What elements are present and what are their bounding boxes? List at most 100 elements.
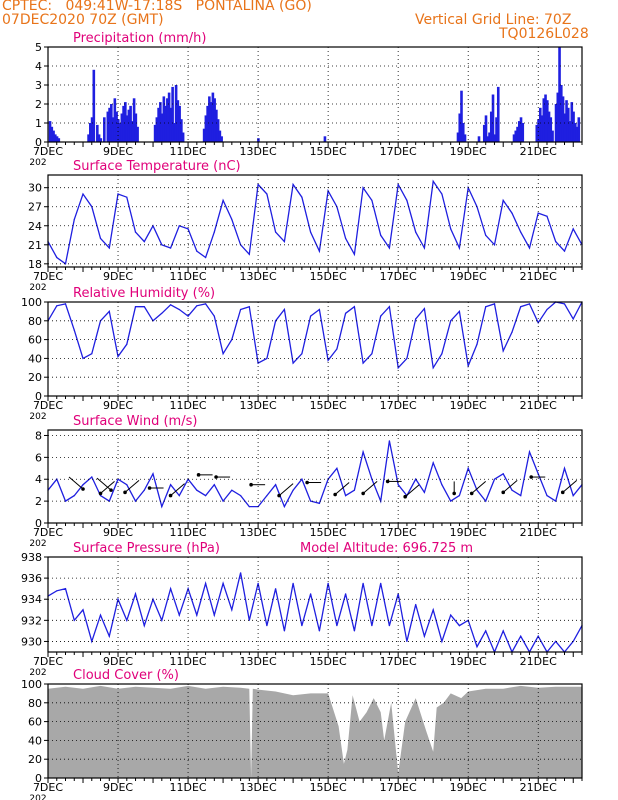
precip-bar xyxy=(540,115,544,142)
wind-point xyxy=(248,506,250,508)
pres-day-label: 21DEC xyxy=(520,655,557,668)
temp-point xyxy=(222,199,224,201)
temp-point xyxy=(415,231,417,233)
cloud-day-label: 15DEC xyxy=(310,781,347,794)
precip-bar xyxy=(215,109,218,142)
precip-year-stub: 202 xyxy=(29,158,46,168)
rh-point xyxy=(441,353,443,355)
precip-bar xyxy=(512,134,516,142)
pres-ytick-label: 930 xyxy=(21,635,42,648)
temp-title: Surface Temperature (nC) xyxy=(73,159,241,174)
temp-point xyxy=(537,212,539,214)
rh-day-label: 11DEC xyxy=(170,399,207,412)
rh-point xyxy=(327,359,329,361)
temp-point xyxy=(117,193,119,195)
cloud-day-label: 11DEC xyxy=(170,781,207,794)
precip-bar xyxy=(521,123,525,142)
wind-point xyxy=(432,462,434,464)
rh-point xyxy=(108,310,110,312)
precip-bar xyxy=(461,123,465,142)
pres-point xyxy=(56,590,58,592)
temp-point xyxy=(292,183,294,186)
rh-point xyxy=(450,320,452,322)
wind-point xyxy=(143,489,145,491)
rh-day-label: 9DEC xyxy=(103,399,133,412)
wind-arrow xyxy=(100,481,115,494)
precip-day-label: 9DEC xyxy=(103,145,133,158)
wind-day-label: 17DEC xyxy=(380,526,417,539)
precip-bar xyxy=(50,126,54,142)
wind-point xyxy=(64,500,67,502)
temp-ytick-label: 30 xyxy=(28,182,42,195)
precip-bar xyxy=(129,105,132,142)
precip-bar xyxy=(456,132,460,142)
wind-point xyxy=(91,476,93,478)
rh-point xyxy=(266,357,268,359)
rh-point xyxy=(406,357,408,359)
rh-point xyxy=(371,353,373,355)
pres-ytick-label: 938 xyxy=(21,551,42,564)
precip-bar xyxy=(482,124,486,142)
precip-bar xyxy=(218,130,222,142)
wind-point xyxy=(99,495,102,497)
precip-bar xyxy=(568,121,572,142)
wind-point xyxy=(502,473,504,475)
precip-bar xyxy=(111,117,115,142)
temp-point xyxy=(310,231,312,233)
wind-point xyxy=(222,500,224,502)
wind-day-label: 11DEC xyxy=(170,526,207,539)
rh-day-label: 7DEC xyxy=(33,399,63,412)
wind-arrow-head xyxy=(361,491,365,496)
cloud-ytick-label: 0 xyxy=(35,772,42,785)
temp-point xyxy=(397,183,399,186)
precip-bar xyxy=(463,134,467,142)
cloud-day-label: 7DEC xyxy=(33,781,63,794)
cloud-ytick-label: 40 xyxy=(28,734,42,747)
rh-title: Relative Humidity (%) xyxy=(73,286,215,301)
rh-point xyxy=(563,303,566,305)
cloud-frame xyxy=(47,683,583,779)
rh-point xyxy=(362,362,364,364)
precip-ytick-label: 5 xyxy=(35,41,42,54)
temp-day-label: 17DEC xyxy=(380,270,417,283)
rh-point xyxy=(178,308,180,311)
precip-bar xyxy=(495,117,498,142)
precip-bar xyxy=(103,117,106,142)
pres-ytick-label: 932 xyxy=(21,614,42,627)
pres-point xyxy=(502,630,504,632)
wind-day-label: 21DEC xyxy=(520,526,557,539)
precip-bar xyxy=(134,113,138,142)
temp-ytick-label: 21 xyxy=(28,239,42,252)
precip-bar xyxy=(556,92,560,142)
precip-bar xyxy=(516,126,519,142)
wind-arrow xyxy=(562,479,578,493)
temp-year-stub: 202 xyxy=(29,283,46,293)
temp-point xyxy=(266,193,268,195)
precip-bar xyxy=(92,69,96,142)
temp-point xyxy=(73,218,75,220)
temp-point xyxy=(388,247,390,249)
pres-point xyxy=(170,588,172,590)
pres-point xyxy=(240,572,242,574)
pres-point xyxy=(476,646,478,648)
rh-point xyxy=(502,350,504,352)
temp-point xyxy=(283,241,285,243)
temp-point xyxy=(441,193,443,195)
pres-year-stub: 202 xyxy=(29,668,46,678)
precip-bar xyxy=(537,119,540,142)
temp-point xyxy=(502,199,504,201)
precip-bar xyxy=(181,132,185,142)
pres-point xyxy=(318,630,320,632)
pres-point xyxy=(345,593,347,595)
rh-ytick-label: 80 xyxy=(28,315,42,328)
rh-point xyxy=(318,308,320,311)
wind-arrow xyxy=(96,477,112,491)
precip-bar xyxy=(216,119,220,142)
run-code: TQ0126L028 xyxy=(499,26,589,42)
precip-bar xyxy=(48,121,52,142)
pres-day-label: 15DEC xyxy=(310,655,347,668)
pres-point xyxy=(196,614,198,616)
rh-point xyxy=(283,308,285,311)
wind-point xyxy=(170,484,172,486)
precip-bar xyxy=(561,96,565,142)
